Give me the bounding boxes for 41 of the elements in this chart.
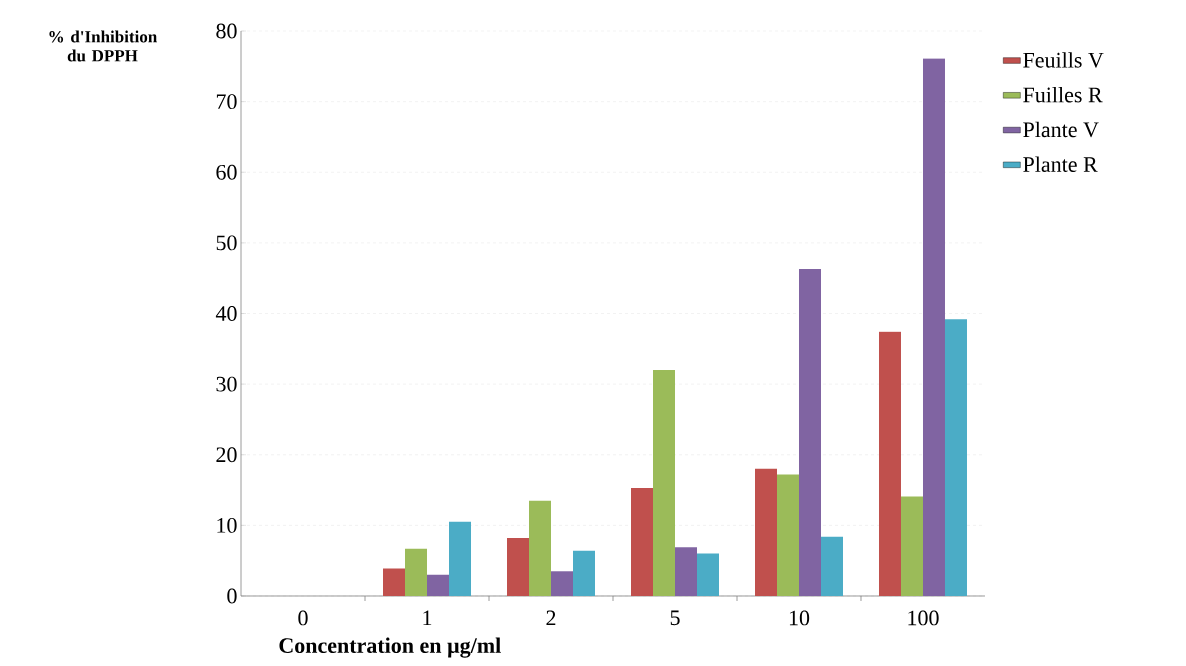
bar [449, 521, 471, 596]
x-tick-label: 5 [670, 610, 680, 626]
legend-label: Fuilles R [1023, 86, 1103, 103]
bar [755, 468, 777, 596]
bar [573, 550, 595, 596]
x-tick-label: 2 [546, 610, 556, 626]
bar [799, 269, 821, 596]
y-tick-label: 30 [216, 376, 237, 392]
bar [675, 547, 697, 596]
y-tick-label: 50 [216, 235, 237, 251]
bar [383, 568, 405, 596]
bar [821, 536, 843, 596]
y-tick-label: 20 [216, 447, 237, 463]
y-tick-label: 10 [217, 517, 237, 533]
bar [427, 574, 449, 596]
y-tick-label: 60 [216, 164, 237, 180]
legend-label: Plante R [1023, 156, 1098, 172]
x-tick-label: 10 [789, 610, 810, 626]
y-axis-title: % d'Inhibition du DPPH [49, 30, 158, 62]
x-axis-title: Concentration en µg/ml [279, 637, 501, 658]
x-tick-label: 100 [908, 610, 939, 626]
bar [507, 538, 529, 596]
bar [631, 487, 653, 596]
x-tick-label: 0 [298, 610, 308, 626]
y-tick-label: 40 [215, 306, 237, 321]
bar [653, 369, 675, 596]
bar [945, 319, 967, 596]
bar [901, 496, 923, 596]
bar [923, 58, 945, 596]
bar [529, 500, 551, 596]
y-tick-label: 0 [227, 588, 237, 604]
x-tick-label: 1 [423, 610, 432, 626]
legend-label: Feuills V [1023, 52, 1104, 68]
bar [551, 571, 573, 596]
bar [697, 553, 719, 596]
bar [777, 474, 799, 596]
bar [405, 548, 427, 596]
bar [879, 331, 901, 596]
legend-label: Plante V [1023, 121, 1099, 138]
y-tick-label: 80 [216, 23, 237, 39]
y-tick-label: 70 [216, 94, 237, 110]
